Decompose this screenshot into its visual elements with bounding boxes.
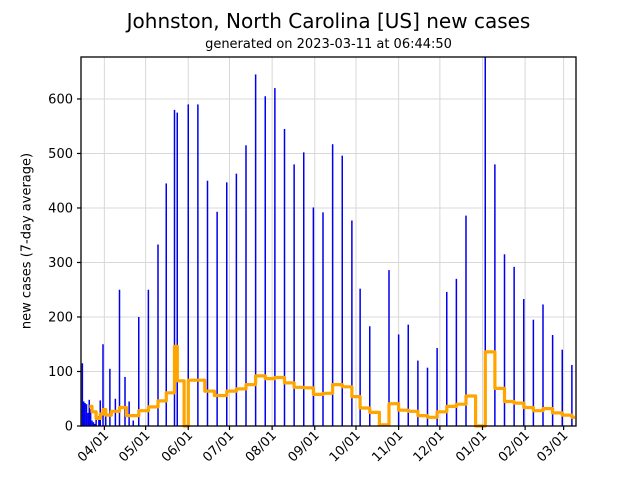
bar — [542, 304, 544, 426]
bar — [254, 74, 257, 426]
bar — [571, 364, 573, 426]
bar — [102, 344, 104, 426]
bar — [283, 128, 286, 426]
y-tick-label: 500 — [48, 147, 73, 162]
bar — [484, 57, 486, 426]
x-tick-label: 03/01 — [534, 428, 571, 465]
chart-subtitle: generated on 2023-03-11 at 06:44:50 — [205, 37, 452, 52]
bar — [105, 415, 107, 426]
bar — [206, 180, 209, 426]
bar — [94, 423, 96, 426]
x-tick-label: 11/01 — [369, 428, 406, 465]
bar — [87, 412, 89, 426]
bar — [359, 288, 361, 426]
bar — [312, 207, 315, 426]
plot-frame — [80, 56, 577, 427]
bar — [89, 409, 92, 426]
bar — [455, 278, 458, 426]
bar — [513, 266, 515, 426]
bar — [92, 422, 95, 426]
bar — [264, 96, 266, 427]
bar — [128, 401, 130, 426]
bar — [157, 244, 159, 426]
bar — [551, 334, 554, 426]
bar — [95, 419, 97, 426]
bar — [84, 403, 86, 426]
x-tick-label: 07/01 — [200, 428, 237, 465]
x-tick-label: 09/01 — [286, 428, 323, 465]
bar — [532, 319, 535, 426]
bar — [369, 326, 371, 426]
bar — [83, 401, 85, 426]
x-tick-label: 01/01 — [453, 428, 490, 465]
x-tick-label: 02/01 — [496, 428, 533, 465]
bar — [446, 291, 448, 426]
y-tick-label: 0 — [65, 420, 73, 435]
bar — [274, 88, 276, 426]
x-axis: 04/01 05/01 06/01 07/01 08/01 09/01 10/01 11/01… — [75, 426, 571, 465]
chart-title: Johnston, North Carolina [US] new cases — [126, 9, 531, 33]
bar — [216, 211, 218, 426]
bar — [147, 289, 150, 426]
x-tick-label: 12/01 — [411, 428, 448, 465]
bar — [351, 220, 353, 426]
bar — [322, 212, 324, 426]
avg-line — [89, 344, 575, 428]
bar — [407, 324, 409, 426]
bar — [388, 270, 390, 426]
bar — [138, 316, 140, 426]
bar — [132, 420, 134, 426]
gridlines — [81, 57, 576, 426]
x-tick-label: 04/01 — [75, 428, 112, 465]
bar — [81, 363, 84, 426]
bar — [226, 182, 228, 426]
bar — [124, 376, 126, 426]
bar — [88, 399, 90, 426]
bar — [91, 420, 93, 426]
bar — [85, 404, 88, 426]
bar — [173, 109, 176, 427]
bar — [561, 349, 563, 426]
y-tick-label: 100 — [48, 365, 73, 380]
bar — [118, 289, 121, 426]
y-tick-label: 400 — [48, 201, 73, 216]
bar — [235, 173, 238, 426]
bar — [503, 254, 506, 426]
bar — [494, 164, 496, 426]
y-axis: 0 100 200 300 400 500 600 — [48, 92, 81, 435]
bar — [523, 299, 525, 426]
bar — [331, 144, 334, 426]
bar — [176, 112, 178, 426]
bar — [98, 416, 100, 426]
x-tick-label: 05/01 — [116, 428, 153, 465]
bar — [187, 104, 189, 427]
y-tick-label: 600 — [48, 92, 73, 107]
bar — [197, 104, 199, 427]
bar — [426, 367, 429, 426]
bar — [465, 215, 467, 426]
x-tick-label: 08/01 — [243, 428, 280, 465]
y-tick-label: 300 — [48, 256, 73, 271]
bar — [303, 152, 305, 426]
bar — [417, 360, 419, 426]
bar — [293, 164, 295, 426]
bar — [165, 183, 167, 426]
bar — [245, 145, 247, 427]
bar — [397, 334, 400, 426]
x-tick-label: 06/01 — [159, 428, 196, 465]
bar — [341, 155, 343, 426]
bars-daily-new-cases — [81, 57, 573, 427]
bar — [436, 348, 438, 426]
x-tick-label: 10/01 — [327, 428, 364, 465]
y-tick-label: 200 — [48, 310, 73, 325]
bar — [109, 368, 111, 426]
